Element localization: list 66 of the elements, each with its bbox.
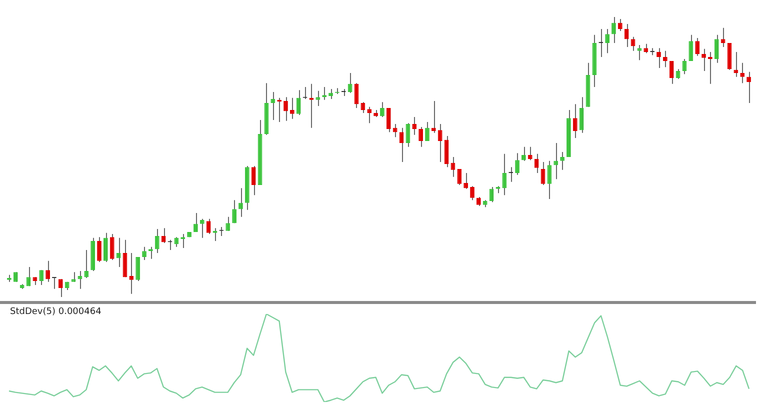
candlestick	[740, 62, 745, 84]
chart-title: StdDev(5) 0.000464	[10, 307, 102, 317]
candlestick	[714, 34, 719, 64]
candlestick	[206, 218, 211, 234]
candlestick	[129, 252, 134, 294]
candlestick	[154, 228, 160, 254]
candlestick	[464, 172, 468, 190]
candlestick	[579, 96, 584, 134]
candlestick	[515, 152, 520, 176]
candlestick	[39, 270, 44, 286]
candlestick	[637, 44, 642, 61]
candlestick	[522, 146, 526, 162]
candlestick	[470, 186, 474, 201]
candlestick	[572, 104, 578, 138]
candlestick	[360, 102, 366, 114]
candlestick	[502, 153, 507, 196]
candlestick	[380, 102, 384, 118]
candlestick	[367, 106, 372, 124]
candlestick	[284, 96, 288, 122]
candlestick	[605, 28, 610, 54]
candlestick	[251, 165, 256, 196]
candlestick	[232, 200, 236, 224]
candlestick	[695, 38, 700, 56]
candlestick	[316, 90, 320, 107]
candlestick	[194, 212, 198, 233]
candlestick	[84, 249, 89, 278]
candlestick	[110, 234, 114, 261]
candlestick	[612, 16, 616, 44]
candlestick	[662, 50, 668, 68]
candlestick	[136, 256, 140, 282]
candlestick	[412, 116, 417, 136]
candlestick	[528, 146, 532, 161]
candlestick	[624, 24, 629, 48]
candlestick	[46, 260, 50, 282]
candlestick	[270, 92, 276, 121]
candlestick	[598, 28, 604, 58]
candlestick	[438, 123, 442, 163]
candlestick	[746, 71, 751, 104]
candlestick	[554, 142, 558, 180]
candlestick	[656, 48, 661, 68]
candlestick	[688, 34, 694, 62]
candlestick	[97, 236, 102, 262]
candlestick	[618, 18, 622, 32]
candlestick	[431, 100, 436, 134]
candlestick	[226, 216, 230, 232]
candlestick	[418, 126, 423, 148]
candlestick	[200, 218, 204, 238]
candlestick	[290, 97, 294, 120]
candlestick	[174, 236, 179, 248]
candlestick	[425, 122, 430, 142]
candlestick	[386, 108, 391, 133]
candlestick	[328, 88, 333, 100]
candlestick	[103, 232, 108, 262]
candlestick	[238, 188, 243, 218]
candlestick	[560, 151, 564, 170]
candlestick	[508, 166, 514, 182]
candlestick	[142, 246, 146, 261]
candlestick	[734, 52, 738, 78]
candlestick	[547, 160, 552, 200]
candlestick	[457, 168, 462, 186]
candlestick	[669, 60, 674, 84]
candlestick	[392, 123, 398, 138]
candlestick	[644, 43, 648, 54]
candlestick	[702, 48, 706, 72]
candlestick	[296, 90, 301, 116]
candlestick	[58, 278, 63, 298]
